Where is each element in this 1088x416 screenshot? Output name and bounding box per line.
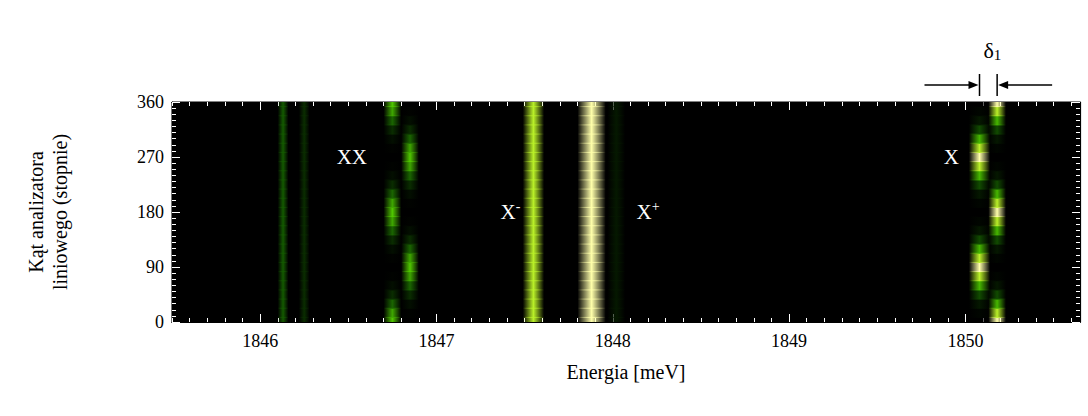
svg-text:XX: XX <box>337 145 367 169</box>
svg-text:1: 1 <box>994 47 1002 63</box>
svg-text:90: 90 <box>146 257 164 277</box>
svg-text:+: + <box>652 199 660 214</box>
svg-text:X: X <box>637 200 652 224</box>
svg-text:Energia [meV]: Energia [meV] <box>566 361 685 384</box>
svg-text:1847: 1847 <box>418 331 454 351</box>
svg-text:270: 270 <box>137 147 164 167</box>
svg-text:1846: 1846 <box>242 331 278 351</box>
svg-text:Kąt analizatora: Kąt analizatora <box>25 151 48 273</box>
svg-text:1848: 1848 <box>595 331 631 351</box>
svg-text:1850: 1850 <box>947 331 983 351</box>
svg-text:X: X <box>944 145 959 169</box>
svg-text:360: 360 <box>137 92 164 112</box>
svg-text:δ: δ <box>983 38 993 63</box>
svg-text:X: X <box>501 200 516 224</box>
svg-text:liniowego (stopnie): liniowego (stopnie) <box>49 134 72 290</box>
svg-text:-: - <box>516 199 521 214</box>
svg-text:1849: 1849 <box>771 331 807 351</box>
svg-text:180: 180 <box>137 202 164 222</box>
svg-text:0: 0 <box>155 312 164 332</box>
